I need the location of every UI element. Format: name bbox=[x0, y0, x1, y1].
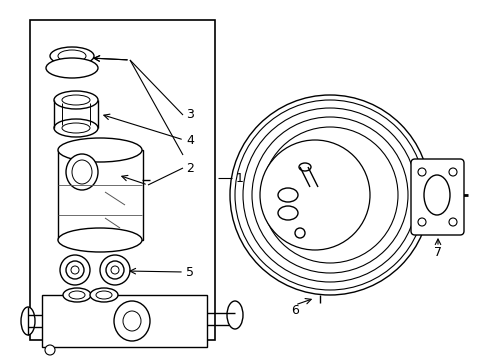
Ellipse shape bbox=[111, 266, 119, 274]
Ellipse shape bbox=[226, 301, 243, 329]
Text: 5: 5 bbox=[185, 266, 194, 279]
Ellipse shape bbox=[123, 311, 141, 331]
Ellipse shape bbox=[298, 163, 310, 171]
Circle shape bbox=[448, 168, 456, 176]
Ellipse shape bbox=[72, 160, 92, 184]
Text: 3: 3 bbox=[185, 108, 194, 122]
Ellipse shape bbox=[60, 255, 90, 285]
Ellipse shape bbox=[62, 123, 90, 133]
Ellipse shape bbox=[294, 228, 305, 238]
Circle shape bbox=[417, 218, 425, 226]
Ellipse shape bbox=[54, 119, 98, 137]
Ellipse shape bbox=[100, 255, 130, 285]
Text: 2: 2 bbox=[185, 162, 194, 175]
Bar bbox=[58, 150, 142, 240]
Bar bbox=[30, 20, 215, 340]
Ellipse shape bbox=[434, 185, 444, 205]
Ellipse shape bbox=[54, 91, 98, 109]
Ellipse shape bbox=[62, 95, 90, 105]
Ellipse shape bbox=[58, 228, 142, 252]
Ellipse shape bbox=[106, 261, 124, 279]
Ellipse shape bbox=[114, 301, 150, 341]
Bar bbox=[42, 295, 206, 347]
Ellipse shape bbox=[57, 64, 87, 72]
Ellipse shape bbox=[90, 288, 118, 302]
Circle shape bbox=[229, 95, 429, 295]
Ellipse shape bbox=[63, 288, 91, 302]
FancyBboxPatch shape bbox=[410, 159, 463, 235]
Ellipse shape bbox=[423, 175, 449, 215]
Ellipse shape bbox=[66, 154, 98, 190]
Ellipse shape bbox=[71, 266, 79, 274]
Ellipse shape bbox=[278, 188, 297, 202]
Ellipse shape bbox=[260, 140, 369, 250]
Text: 1: 1 bbox=[236, 171, 244, 184]
Ellipse shape bbox=[50, 47, 94, 65]
Ellipse shape bbox=[50, 61, 94, 75]
Ellipse shape bbox=[96, 291, 112, 299]
Ellipse shape bbox=[21, 307, 35, 335]
Text: 7: 7 bbox=[433, 246, 441, 258]
Ellipse shape bbox=[46, 58, 98, 78]
Ellipse shape bbox=[278, 206, 297, 220]
Circle shape bbox=[448, 218, 456, 226]
Circle shape bbox=[417, 168, 425, 176]
Ellipse shape bbox=[66, 261, 84, 279]
Ellipse shape bbox=[69, 291, 85, 299]
Text: 4: 4 bbox=[185, 134, 194, 147]
Text: 6: 6 bbox=[290, 303, 298, 316]
Ellipse shape bbox=[58, 138, 142, 162]
Circle shape bbox=[45, 345, 55, 355]
